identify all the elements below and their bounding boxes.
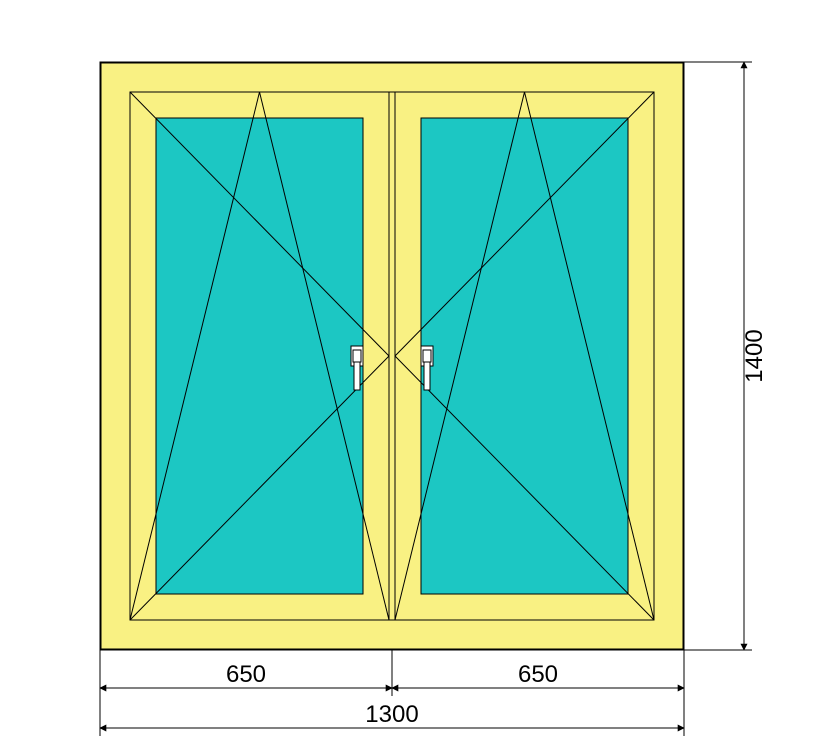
right-glass [421,118,628,594]
window-diagram: 650 650 1300 1400 [0,0,826,748]
left-glass [156,118,363,594]
right-handle-lever [424,362,430,390]
dim-label-650-left: 650 [226,661,266,688]
dim-label-1300: 1300 [365,701,418,728]
dim-label-650-right: 650 [518,661,558,688]
left-handle-lever [354,362,360,390]
dim-label-1400: 1400 [741,329,768,382]
